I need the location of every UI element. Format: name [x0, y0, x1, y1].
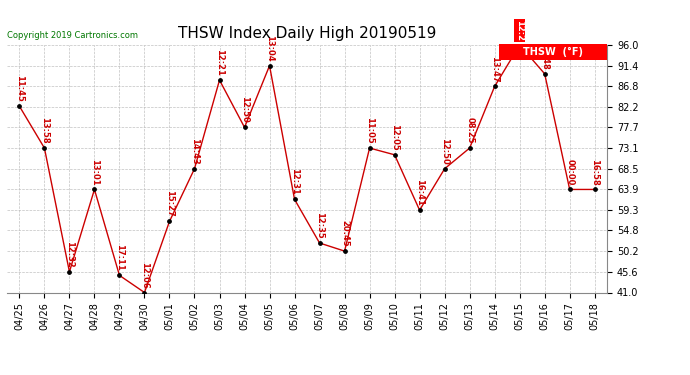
Text: 00:00: 00:00 [565, 159, 574, 185]
Text: 12:21: 12:21 [215, 49, 224, 76]
Text: 13:47: 13:47 [490, 56, 499, 82]
Point [214, 77, 225, 83]
Point [564, 186, 575, 192]
Text: Copyright 2019 Cartronics.com: Copyright 2019 Cartronics.com [7, 31, 138, 40]
Point [264, 63, 275, 69]
Text: 12:35: 12:35 [315, 212, 324, 239]
Point [289, 196, 300, 202]
Text: 20:45: 20:45 [340, 220, 349, 247]
FancyBboxPatch shape [499, 44, 607, 60]
Point [239, 124, 250, 130]
Text: 12:32: 12:32 [65, 241, 74, 268]
Point [539, 71, 550, 77]
Text: 17:11: 17:11 [115, 244, 124, 271]
Point [14, 103, 25, 109]
Point [389, 152, 400, 158]
Text: THSW  (°F): THSW (°F) [523, 46, 583, 57]
Point [314, 240, 325, 246]
Point [439, 166, 450, 172]
Text: 12:50: 12:50 [240, 96, 249, 123]
Point [189, 166, 200, 172]
Point [514, 42, 525, 48]
Point [139, 290, 150, 296]
Text: 15:27: 15:27 [165, 190, 174, 217]
Text: 14:43: 14:43 [190, 138, 199, 165]
Point [89, 186, 100, 192]
Text: 16:41: 16:41 [415, 179, 424, 206]
Text: 15:48: 15:48 [540, 43, 549, 70]
Point [464, 145, 475, 151]
Point [414, 207, 425, 213]
Point [164, 218, 175, 224]
Text: 12:2: 12:2 [515, 20, 524, 41]
Point [589, 186, 600, 192]
Point [64, 269, 75, 275]
Title: THSW Index Daily High 20190519: THSW Index Daily High 20190519 [178, 26, 436, 41]
Text: 12:05: 12:05 [390, 124, 399, 151]
Text: 16:58: 16:58 [590, 159, 599, 185]
Text: 13:58: 13:58 [40, 117, 49, 144]
Text: 08:25: 08:25 [465, 117, 474, 144]
Point [39, 145, 50, 151]
Text: 11:45: 11:45 [15, 75, 24, 102]
Point [364, 145, 375, 151]
Text: 13:01: 13:01 [90, 159, 99, 185]
Text: 12:50: 12:50 [440, 138, 449, 165]
Point [339, 248, 350, 254]
Text: 12:31: 12:31 [290, 168, 299, 195]
Text: 13:04: 13:04 [265, 35, 274, 62]
Text: 11:05: 11:05 [365, 117, 374, 144]
Point [489, 83, 500, 89]
Text: 12:06: 12:06 [140, 262, 149, 288]
Point [114, 272, 125, 278]
